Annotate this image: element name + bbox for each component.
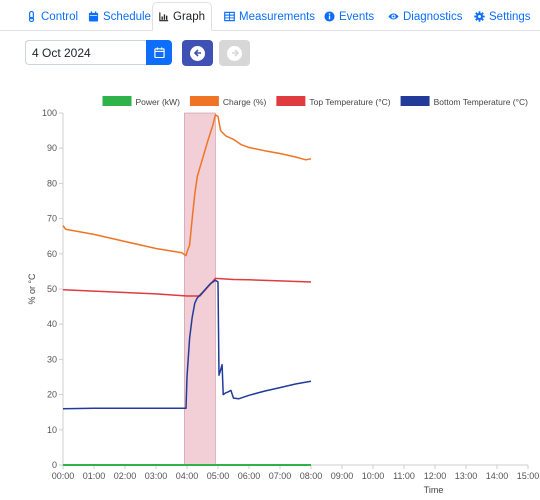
y-tick-label: 60 [47, 249, 57, 259]
tab-settings[interactable]: Settings [468, 2, 537, 31]
tab-events[interactable]: Events [318, 2, 380, 31]
x-tick-label: 08:00 [300, 471, 323, 481]
chart-icon [159, 12, 169, 22]
previous-day-button[interactable] [182, 40, 213, 66]
gear-icon [474, 11, 485, 22]
tab-graph-label: Graph [173, 10, 205, 23]
tab-measurements-label: Measurements [239, 10, 316, 23]
x-tick-label: 13:00 [455, 471, 478, 481]
legend-label: Top Temperature (°C) [309, 97, 390, 107]
tab-bar: Control Schedule Graph Measurements Even… [0, 0, 540, 31]
x-tick-label: 07:00 [269, 471, 292, 481]
y-tick-label: 10 [47, 425, 57, 435]
x-tick-label: 00:00 [52, 471, 75, 481]
tab-schedule-label: Schedule [103, 10, 151, 23]
x-tick-label: 10:00 [362, 471, 385, 481]
thermometer-icon [28, 11, 35, 22]
series-line-1 [62, 114, 312, 257]
tab-measurements[interactable]: Measurements [218, 2, 321, 31]
legend-label: Bottom Temperature (°C) [434, 97, 529, 107]
x-tick-label: 15:00 [517, 471, 540, 481]
date-input[interactable] [25, 40, 147, 65]
calendar-icon [153, 47, 165, 58]
y-tick-label: 30 [47, 354, 57, 364]
y-tick-label: 80 [47, 178, 57, 188]
highlight-band [184, 112, 216, 466]
tab-control-label: Control [41, 10, 79, 23]
legend-swatch [400, 96, 430, 106]
next-day-button[interactable] [219, 40, 250, 66]
legend-swatch [276, 96, 306, 106]
x-tick-label: 06:00 [238, 471, 261, 481]
tab-settings-label: Settings [489, 10, 531, 23]
y-tick-label: 50 [47, 284, 57, 294]
legend-label: Power (kW) [136, 97, 181, 107]
x-tick-label: 05:00 [207, 471, 230, 481]
tab-events-label: Events [339, 10, 375, 23]
x-tick-label: 09:00 [331, 471, 354, 481]
y-tick-label: 20 [47, 390, 57, 400]
x-tick-label: 11:00 [393, 471, 415, 481]
arrow-right-icon [231, 49, 239, 57]
x-tick-label: 14:00 [486, 471, 509, 481]
chart-area: 0 10 20 30 40 50 60 70 80 90 100 % or °C 00:00 01:00 0… [0, 90, 540, 500]
calendar-button[interactable] [146, 40, 172, 65]
y-tick-label: 100 [42, 108, 57, 118]
line-chart: 0 10 20 30 40 50 60 70 80 90 100 % or °C 00:00 01:00 0… [27, 96, 540, 495]
eye-icon [388, 13, 399, 20]
x-tick-label: 04:00 [176, 471, 199, 481]
table-icon [224, 11, 235, 22]
y-tick-label: 0 [52, 460, 57, 470]
legend-label: Charge (%) [223, 97, 267, 107]
legend-swatch [102, 96, 132, 106]
tab-control[interactable]: Control [20, 2, 84, 31]
tab-graph[interactable]: Graph [152, 2, 212, 31]
y-axis-title: % or °C [27, 273, 37, 305]
x-tick-label: 01:00 [83, 471, 106, 481]
series-line-3 [62, 279, 312, 410]
info-icon [324, 11, 335, 22]
calendar-icon [88, 11, 99, 22]
legend-swatch [189, 96, 219, 106]
x-tick-label: 02:00 [114, 471, 137, 481]
tab-schedule[interactable]: Schedule [82, 2, 157, 31]
y-tick-label: 40 [47, 319, 57, 329]
y-tick-label: 90 [47, 143, 57, 153]
y-tick-label: 70 [47, 214, 57, 224]
x-tick-label: 12:00 [424, 471, 447, 481]
x-tick-label: 03:00 [145, 471, 168, 481]
arrow-left-icon [193, 49, 201, 57]
tab-diagnostics[interactable]: Diagnostics [382, 2, 468, 31]
x-axis-title: Time [424, 485, 444, 495]
tab-diagnostics-label: Diagnostics [403, 10, 463, 23]
